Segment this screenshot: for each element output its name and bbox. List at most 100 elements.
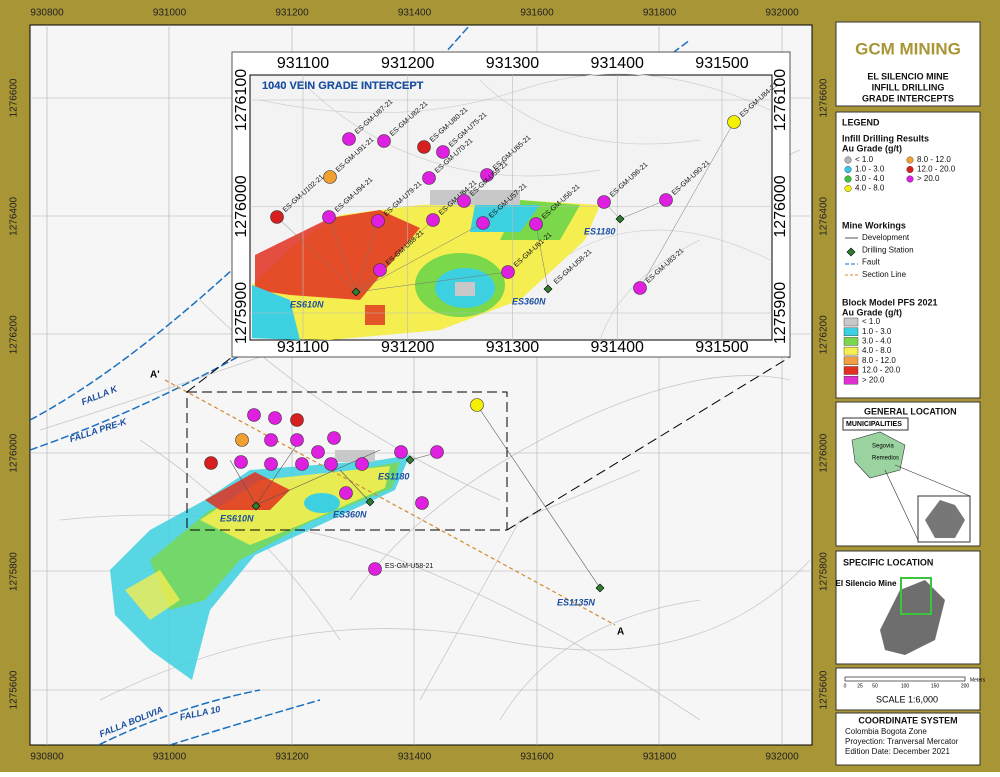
legend-swatch [843, 376, 859, 385]
station-label: ES1180 [584, 226, 615, 236]
legend-symbol [906, 156, 914, 164]
drill-hole [322, 210, 336, 224]
legend-symbol [844, 165, 852, 173]
y-coord-label: 1276000 [819, 433, 830, 472]
legend-heading: Mine Workings [842, 220, 906, 230]
logo: GCM MINING [855, 39, 961, 58]
legend-label: Fault [862, 258, 881, 267]
legend-heading: Au Grade (g/t) [842, 143, 902, 153]
legend-heading: Au Grade (g/t) [842, 307, 902, 317]
drilling-station [615, 214, 625, 224]
locator-shape [925, 500, 965, 538]
drill-hole [371, 214, 385, 228]
drill-hole [373, 263, 387, 277]
inset-x-label: 931300 [486, 339, 539, 356]
place-label: Remedios [872, 456, 899, 462]
inset-title: 1040 VEIN GRADE INTERCEPT [262, 80, 424, 92]
scale-tick: 25 [857, 683, 863, 689]
scale-tick: 200 [961, 683, 970, 689]
drill-hole [417, 140, 431, 154]
station-label: ES610N [290, 299, 324, 309]
legend-symbol [906, 165, 914, 173]
scale-unit: Meters [970, 677, 986, 683]
box-label: MUNICIPALITIES [846, 421, 902, 428]
coord-line: Colombia Bogota Zone [845, 727, 927, 736]
inset-y-label: 1276100 [772, 69, 789, 131]
legend-label: 1.0 - 3.0 [862, 327, 892, 336]
legend-label: Section Line [862, 270, 907, 279]
drill-hole [529, 217, 543, 231]
section-label: A [617, 627, 624, 638]
inset-y-label: 1275900 [772, 282, 789, 344]
drill-hole [270, 210, 284, 224]
inset-x-label: 931300 [486, 55, 539, 72]
legend-label: Drilling Station [862, 245, 914, 254]
station-label: ES1180 [378, 471, 409, 481]
drilling-station [351, 287, 361, 297]
inset-y-label: 1276000 [772, 175, 789, 237]
x-coord-label: 931200 [275, 752, 309, 763]
legend-symbol [844, 156, 852, 164]
legend-label: 4.0 - 8.0 [855, 184, 885, 193]
inset-x-label: 931200 [381, 55, 434, 72]
y-coord-label: 1276200 [819, 315, 830, 354]
y-coord-label: 1275600 [819, 670, 830, 709]
section-title: SPECIFIC LOCATION [843, 557, 933, 567]
side-panel [835, 21, 981, 766]
x-coord-label: 930800 [30, 8, 64, 19]
legend-swatch [843, 356, 859, 365]
x-coord-label: 932000 [765, 752, 799, 763]
y-coord-label: 1276600 [819, 78, 830, 117]
legend-swatch [843, 346, 859, 356]
inset-y-label: 1276000 [233, 175, 250, 237]
legend-label: 12.0 - 20.0 [917, 165, 956, 174]
legend-label: > 20.0 [862, 375, 885, 384]
x-coord-label: 931400 [398, 752, 432, 763]
scale-tick: 150 [931, 683, 940, 689]
hole-label: ES-GM-U58-21 [385, 563, 433, 570]
y-coord-label: 1275800 [819, 552, 830, 591]
inset-x-label: 931500 [695, 55, 748, 72]
station-label: ES360N [333, 509, 367, 519]
y-coord-label: 1276200 [9, 315, 20, 354]
x-coord-label: 931800 [643, 752, 677, 763]
legend-heading: Infill Drilling Results [842, 133, 929, 143]
x-coord-label: 931200 [275, 8, 309, 19]
panel-title: GRADE INTERCEPTS [862, 93, 954, 103]
y-coord-label: 1276400 [819, 196, 830, 235]
section-title: GENERAL LOCATION [864, 406, 957, 416]
legend-label: 12.0 - 20.0 [862, 366, 901, 375]
y-coord-label: 1276000 [9, 433, 20, 472]
drill-hole [342, 132, 356, 146]
drill-hole [377, 134, 391, 148]
workings-symbols [845, 237, 858, 276]
y-coord-label: 1276400 [9, 196, 20, 235]
inset-box [842, 417, 909, 431]
station-label: ES610N [220, 513, 254, 523]
legend-label: Development [862, 233, 910, 242]
x-coord-label: 932000 [765, 8, 799, 19]
x-coord-label: 930800 [30, 752, 64, 763]
drill-hole [501, 265, 515, 279]
drilling-station [543, 284, 553, 294]
drill-hole [480, 168, 494, 182]
y-coord-label: 1275800 [9, 552, 20, 591]
legend-label: 8.0 - 12.0 [862, 356, 896, 365]
drill-hole [727, 115, 741, 129]
legend-symbol [844, 175, 852, 183]
inset-map: 931100 931100 931200 931200 931300 931300 9314… [231, 51, 791, 358]
station-label: ES360N [512, 296, 546, 306]
panel-title: EL SILENCIO MINE [867, 71, 948, 81]
drill-hole [597, 195, 611, 209]
legend-label: < 1.0 [855, 155, 874, 164]
legend-swatch [843, 337, 859, 346]
inset-x-label: 931100 [277, 339, 329, 356]
y-coord-label: 1275600 [9, 670, 20, 709]
y-coord-label: 1276600 [9, 78, 20, 117]
municipality-shape [851, 431, 906, 479]
station-label: ES1135N [557, 597, 595, 607]
place-label: Segovia [872, 444, 894, 450]
scale-tick: 50 [872, 683, 878, 689]
inset-x-label: 931400 [591, 55, 644, 72]
